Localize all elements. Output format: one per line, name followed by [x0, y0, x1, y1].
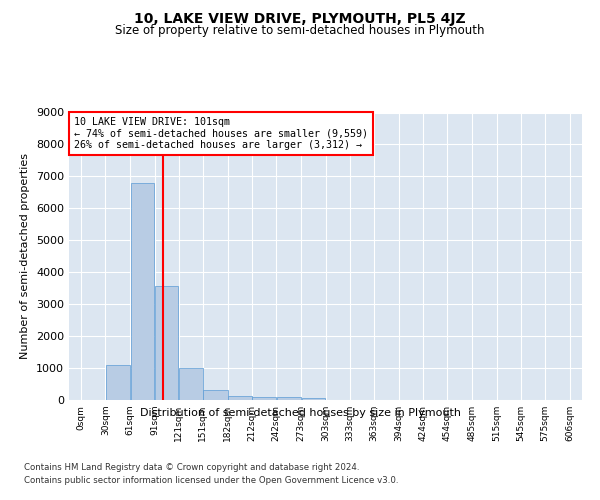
- Text: 10, LAKE VIEW DRIVE, PLYMOUTH, PL5 4JZ: 10, LAKE VIEW DRIVE, PLYMOUTH, PL5 4JZ: [134, 12, 466, 26]
- Bar: [179, 368, 203, 400]
- Bar: [131, 183, 154, 400]
- Text: Distribution of semi-detached houses by size in Plymouth: Distribution of semi-detached houses by …: [139, 408, 461, 418]
- Bar: [253, 397, 276, 400]
- Text: Size of property relative to semi-detached houses in Plymouth: Size of property relative to semi-detach…: [115, 24, 485, 37]
- Bar: [302, 398, 325, 400]
- Bar: [228, 396, 252, 400]
- Bar: [277, 398, 301, 400]
- Bar: [106, 365, 130, 400]
- Y-axis label: Number of semi-detached properties: Number of semi-detached properties: [20, 153, 31, 359]
- Text: Contains HM Land Registry data © Crown copyright and database right 2024.: Contains HM Land Registry data © Crown c…: [24, 462, 359, 471]
- Text: Contains public sector information licensed under the Open Government Licence v3: Contains public sector information licen…: [24, 476, 398, 485]
- Bar: [203, 390, 227, 400]
- Bar: [155, 286, 178, 400]
- Text: 10 LAKE VIEW DRIVE: 101sqm
← 74% of semi-detached houses are smaller (9,559)
26%: 10 LAKE VIEW DRIVE: 101sqm ← 74% of semi…: [74, 117, 368, 150]
